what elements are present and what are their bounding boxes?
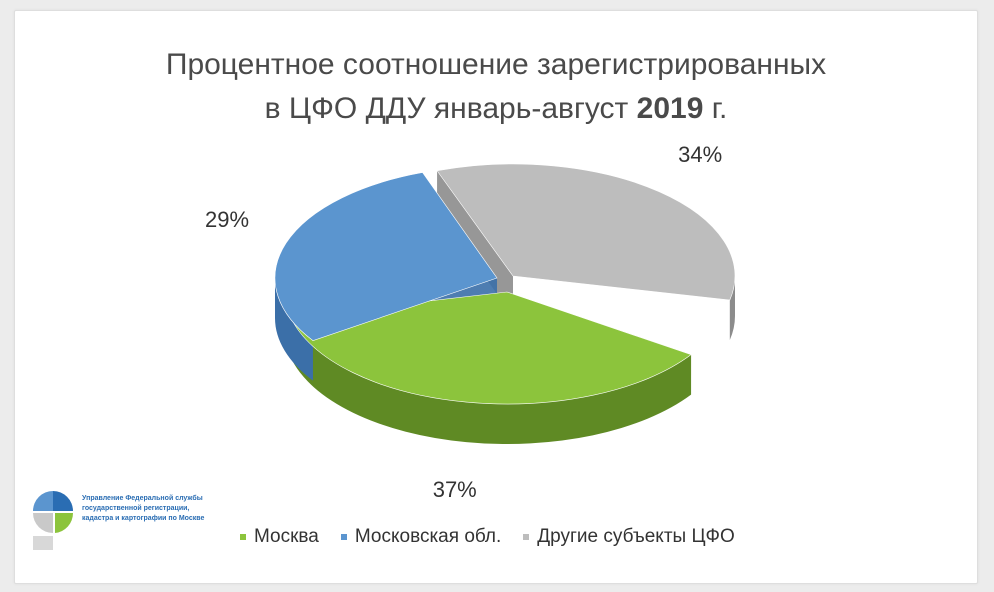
data-label-0: 37% bbox=[433, 477, 477, 502]
data-label-1: 29% bbox=[205, 207, 249, 232]
organization-logo: Управление Федеральной службы государств… bbox=[28, 486, 218, 564]
pie-slice-side-2 bbox=[729, 276, 735, 341]
pie-slice-Москва bbox=[290, 291, 692, 405]
pie-slice-Московская обл. bbox=[274, 172, 498, 341]
data-label-2: 34% bbox=[678, 142, 722, 167]
logo-emblem-icon bbox=[33, 491, 74, 550]
title-line-2-prefix: в ЦФО ДДУ январь-август bbox=[264, 92, 629, 125]
legend-label: Московская обл. bbox=[354, 526, 502, 547]
legend-swatch bbox=[340, 534, 347, 540]
title-line-2-suffix: г. bbox=[711, 92, 728, 125]
pie-slice-side-0 bbox=[290, 316, 692, 444]
pie-slice-side-1 bbox=[275, 278, 313, 381]
logo-text: Управление Федеральной службы государств… bbox=[82, 495, 205, 522]
pie-slice-Другие субъекты ЦФО bbox=[436, 163, 736, 301]
legend-item-1: Московская обл. bbox=[340, 526, 502, 548]
title-year: 2019 bbox=[636, 92, 704, 125]
title-line-1: Процентное соотношение зарегистрированны… bbox=[165, 48, 827, 81]
legend-item-0: Москва bbox=[240, 526, 319, 548]
chart-legend: Москва Московская обл. Другие субъекты ЦФО bbox=[240, 522, 735, 552]
legend-swatch bbox=[240, 534, 246, 540]
legend-swatch bbox=[523, 534, 530, 540]
legend-label: Москва bbox=[254, 526, 319, 547]
chart-card: Процентное соотношение зарегистрированны… bbox=[14, 10, 978, 584]
legend-label: Другие субъекты ЦФО bbox=[537, 526, 735, 547]
chart-title: Процентное соотношение зарегистрированны… bbox=[15, 43, 977, 131]
legend-item-2: Другие субъекты ЦФО bbox=[523, 526, 735, 548]
